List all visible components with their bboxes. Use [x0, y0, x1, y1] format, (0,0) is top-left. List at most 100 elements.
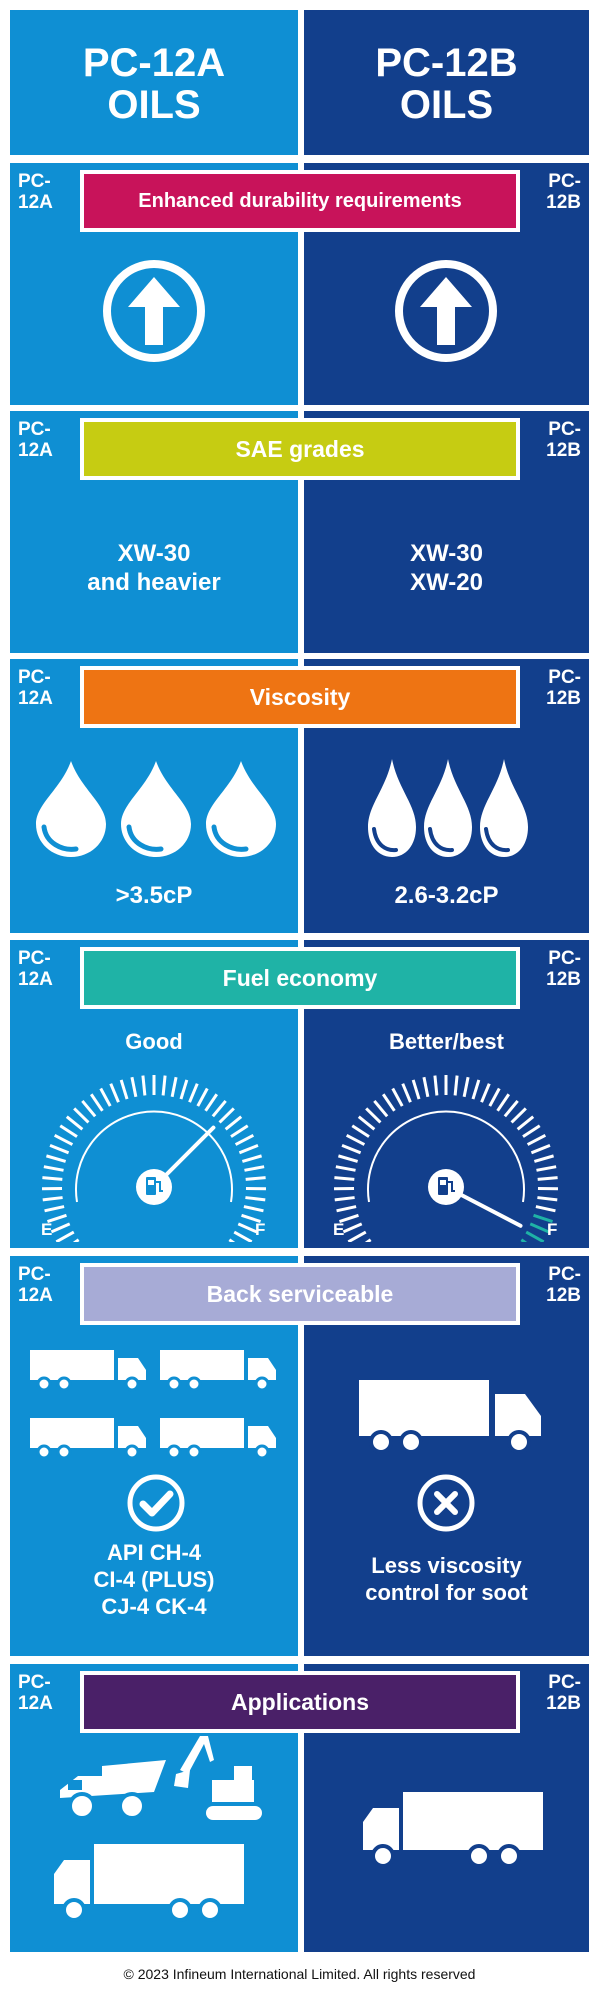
gauge-tick	[234, 1133, 255, 1146]
gauge-tick	[42, 1196, 63, 1202]
gauge-tick	[89, 1093, 104, 1112]
tag-a-line2: 12A	[18, 969, 53, 990]
tag-b-line1: PC-	[548, 1264, 581, 1285]
gauge-tick	[345, 1133, 366, 1146]
truck-icon	[160, 1418, 276, 1460]
back-b-line1: Less viscosity	[371, 1553, 522, 1578]
apps-banner: Applications	[80, 1671, 520, 1733]
tag-b-line2: 12B	[546, 440, 581, 461]
gauge-tick	[338, 1213, 359, 1223]
gauge-tick	[59, 1124, 78, 1138]
gauge-a-full-label: F	[255, 1220, 265, 1239]
gauge-tick	[241, 1154, 263, 1163]
fuel-banner: Fuel economy	[80, 947, 520, 1009]
gauge-tick	[196, 1087, 209, 1107]
gauge-tick	[535, 1205, 556, 1213]
back-title: Back serviceable	[206, 1280, 394, 1307]
gauge-tick	[536, 1165, 557, 1172]
gauge-tick	[496, 1093, 511, 1112]
gauge-tick	[65, 1115, 84, 1131]
gauge-tick	[53, 1133, 74, 1146]
header-col-b-line2: OILS	[399, 83, 494, 127]
oil-drop-icon	[206, 761, 276, 857]
gauge-tick	[245, 1176, 266, 1181]
x-circle-icon	[417, 1474, 475, 1532]
truck-icon	[363, 1792, 543, 1868]
tag-b-line1: PC-	[548, 948, 581, 969]
tag-b-line2: 12B	[546, 969, 581, 990]
gauge-tick	[43, 1165, 64, 1172]
gauge-tick	[244, 1165, 265, 1172]
gauge-tick	[130, 1076, 138, 1098]
gauge-tick	[516, 1115, 535, 1131]
gauge-tick	[520, 1238, 528, 1242]
sae-title: SAE grades	[235, 435, 365, 462]
gauge-tick	[81, 1099, 97, 1118]
gauge-tick	[73, 1107, 90, 1124]
fuel-gauge-a: E F	[41, 1075, 267, 1242]
gauge-tick	[537, 1176, 558, 1181]
excavator-icon	[174, 1736, 262, 1820]
gauge-tick	[45, 1154, 67, 1163]
gauge-tick	[55, 1230, 75, 1242]
tag-a-line2: 12A	[18, 688, 53, 709]
up-arrow-circle-icon	[103, 260, 205, 362]
oil-drop-icon	[36, 761, 106, 857]
gauge-tick	[245, 1196, 266, 1202]
oil-drop-icon	[424, 759, 472, 857]
tag-b-line1: PC-	[548, 667, 581, 688]
gauge-tick	[533, 1213, 554, 1223]
fuel-title: Fuel economy	[222, 964, 378, 991]
gauge-tick	[529, 1222, 550, 1234]
gauge-tick	[422, 1076, 430, 1098]
gauge-tick	[522, 1124, 541, 1138]
tag-a-line1: PC-	[18, 171, 51, 192]
gauge-b-full-label: F	[547, 1220, 557, 1239]
gauge-tick	[44, 1205, 65, 1213]
gauge-tick	[161, 1075, 167, 1096]
gauge-tick	[488, 1087, 501, 1107]
sae-b-line1: XW-30	[410, 540, 483, 567]
tag-b-line1: PC-	[548, 1672, 581, 1693]
gauge-tick	[46, 1213, 67, 1223]
gauge-tick	[237, 1222, 258, 1234]
gauge-a-empty-label: E	[41, 1220, 52, 1239]
gauge-tick	[334, 1196, 355, 1202]
gauge-tick	[238, 1143, 259, 1155]
oil-drops-wide	[36, 761, 276, 857]
copyright-footer: © 2023 Infineum International Limited. A…	[123, 1966, 476, 1982]
tag-a-line1: PC-	[18, 948, 51, 969]
gauge-tick	[533, 1154, 555, 1163]
oil-drop-icon	[121, 761, 191, 857]
gauge-tick	[342, 1222, 363, 1234]
header-col-a-line1: PC-12A	[82, 41, 226, 85]
tag-b-line2: 12B	[546, 1693, 581, 1714]
durability-title: Enhanced durability requirements	[138, 189, 462, 212]
back-b-line2: control for soot	[365, 1580, 528, 1605]
gauge-tick	[230, 1124, 249, 1138]
tag-a-line1: PC-	[18, 1672, 51, 1693]
fuel-b-label: Better/best	[389, 1029, 504, 1054]
tag-b-line2: 12B	[546, 688, 581, 709]
gauge-tick	[503, 1099, 519, 1118]
viscosity-title: Viscosity	[249, 683, 351, 710]
oil-drop-icon	[480, 759, 528, 857]
tag-a-line2: 12A	[18, 440, 53, 461]
gauge-tick	[179, 1079, 189, 1100]
up-arrow-circle-icon	[395, 260, 497, 362]
gauge-tick	[218, 1107, 235, 1124]
truck-icon	[359, 1380, 541, 1454]
gauge-tick	[510, 1107, 527, 1124]
gauge-tick	[462, 1076, 470, 1098]
gauge-tick	[351, 1124, 370, 1138]
gauge-tick	[42, 1176, 63, 1181]
header-col-b: PC-12B OILS	[304, 10, 589, 155]
tag-a-line2: 12A	[18, 1693, 53, 1714]
tag-a-line2: 12A	[18, 1285, 53, 1306]
truck-icon	[54, 1844, 244, 1922]
tag-b-line1: PC-	[548, 171, 581, 192]
gauge-b-empty-label: E	[333, 1220, 344, 1239]
tag-a-line2: 12A	[18, 192, 53, 213]
gauge-tick	[365, 1107, 382, 1124]
gauge-tick	[334, 1176, 355, 1181]
